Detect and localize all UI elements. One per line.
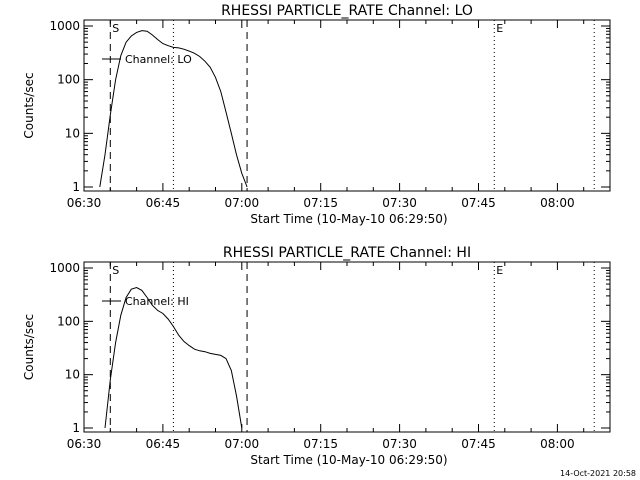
panel1-plot-frame [83, 19, 611, 192]
panel1-x-tick-label: 08:00 [540, 196, 575, 210]
panel1-x-tick-label: 07:45 [461, 196, 496, 210]
panel2-x-tick-label: 07:00 [225, 437, 260, 451]
panel2-marker-label-e: E [496, 264, 503, 277]
panel2-x-tick-label: 06:30 [67, 437, 102, 451]
panel1-x-tick-label: 07:30 [382, 196, 417, 210]
panel1-marker-label-s: S [112, 22, 119, 35]
panel1-y-tick-label: 100 [57, 73, 80, 87]
panel1-x-axis-label: Start Time (10-May-10 06:29:50) [250, 212, 447, 226]
panel2-y-axis-label: Counts/sec [22, 314, 36, 380]
panel2-x-tick-label: 07:30 [382, 437, 417, 451]
panel2-y-tick-label: 1 [72, 421, 80, 435]
panel2-y-tick-label: 1000 [49, 261, 80, 275]
panel1-y-tick-label: 1000 [49, 19, 80, 33]
plot-timestamp: 14-Oct-2021 20:58 [560, 469, 636, 478]
panel2-x-tick-label: 08:00 [540, 437, 575, 451]
panel1-x-tick-label: 06:45 [146, 196, 181, 210]
panel2-y-tick-label: 100 [57, 314, 80, 328]
panel1-series-line [99, 30, 248, 188]
panel1-y-tick-label: 1 [72, 180, 80, 194]
panel1-x-tick-label: 07:15 [303, 196, 338, 210]
panel1-x-tick-label: 07:00 [225, 196, 260, 210]
panel2-x-tick-label: 06:45 [146, 437, 181, 451]
panel2-series-line [104, 286, 243, 429]
panel2-x-axis-label: Start Time (10-May-10 06:29:50) [250, 453, 447, 467]
panel2-plot-frame [83, 261, 611, 433]
panel1-y-tick-label: 10 [65, 126, 80, 140]
panel1-chart-title: RHESSI PARTICLE_RATE Channel: LO [221, 3, 473, 19]
panel1-legend-label: Channel: LO [125, 53, 192, 66]
panel2-x-tick-label: 07:45 [461, 437, 496, 451]
panel1-marker-label-e: E [496, 22, 503, 35]
panel1-x-tick-label: 06:30 [67, 196, 102, 210]
panel2-y-tick-label: 10 [65, 368, 80, 382]
panel2-marker-label-s: S [112, 264, 119, 277]
panel2-legend-label: Channel: HI [125, 295, 189, 308]
panel2-chart-title: RHESSI PARTICLE_RATE Channel: HI [223, 245, 471, 261]
panel2-x-tick-label: 07:15 [303, 437, 338, 451]
panel1-y-axis-label: Counts/sec [22, 72, 36, 138]
